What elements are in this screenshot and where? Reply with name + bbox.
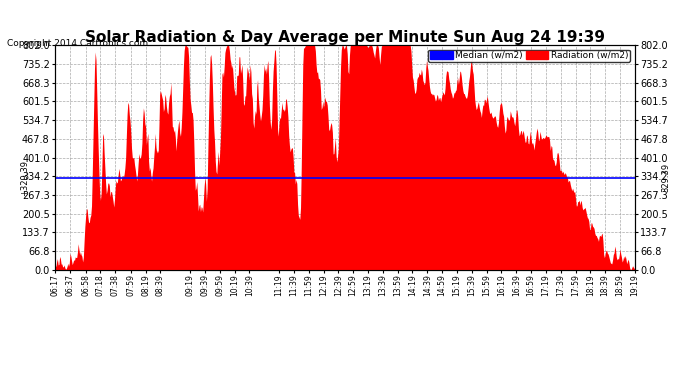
Legend: Median (w/m2), Radiation (w/m2): Median (w/m2), Radiation (w/m2) [428, 50, 630, 62]
Title: Solar Radiation & Day Average per Minute Sun Aug 24 19:39: Solar Radiation & Day Average per Minute… [85, 30, 605, 45]
Text: Copyright 2014 Cartronics.com: Copyright 2014 Cartronics.com [7, 39, 148, 48]
Text: 329.39: 329.39 [661, 163, 670, 192]
Text: +329.39: +329.39 [20, 160, 29, 196]
